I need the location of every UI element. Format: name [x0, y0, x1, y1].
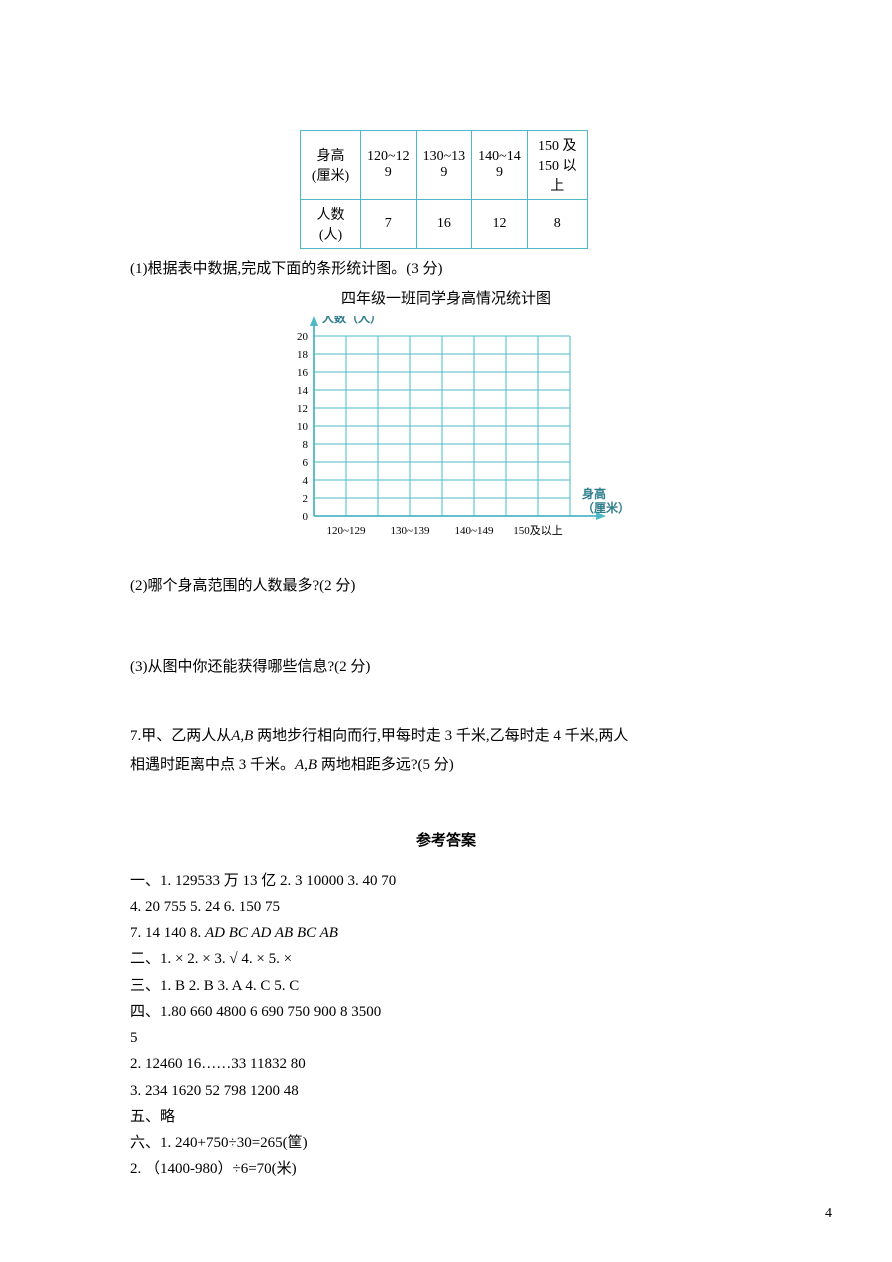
- svg-text:150及以上: 150及以上: [513, 524, 563, 537]
- answer-line: 3. 234 1620 52 798 1200 48: [130, 1078, 762, 1104]
- svg-text:20: 20: [297, 331, 309, 343]
- svg-text:18: 18: [297, 349, 309, 361]
- table-cell: 12: [472, 200, 528, 249]
- svg-text:16: 16: [297, 367, 309, 379]
- question-7-cont: 相遇时距离中点 3 千米。A,B 两地相距多远?(5 分): [130, 753, 762, 779]
- svg-text:140~149: 140~149: [455, 525, 494, 537]
- table-cell: 130~139: [416, 131, 472, 200]
- svg-text:130~139: 130~139: [391, 525, 430, 537]
- question-1: (1)根据表中数据,完成下面的条形统计图。(3 分): [130, 257, 762, 283]
- height-data-table: 身高(厘米) 120~129 130~139 140~149 150 及150 …: [300, 130, 588, 249]
- question-2: (2)哪个身高范围的人数最多?(2 分): [130, 574, 762, 600]
- answer-line: 四、1.80 660 4800 6 690 750 900 8 3500: [130, 999, 762, 1025]
- svg-text:120~129: 120~129: [327, 525, 366, 537]
- table-header-height: 身高(厘米): [301, 131, 361, 200]
- question-3: (3)从图中你还能获得哪些信息?(2 分): [130, 655, 762, 681]
- answer-line: 2. 12460 16……33 11832 80: [130, 1051, 762, 1077]
- answer-line: 4. 20 755 5. 24 6. 150 75: [130, 894, 762, 920]
- table-cell: 150 及150 以上: [527, 131, 587, 200]
- answer-line: 一、1. 129533 万 13 亿 2. 3 10000 3. 40 70: [130, 868, 762, 894]
- answer-line: 五、略: [130, 1104, 762, 1130]
- answer-line: 三、1. B 2. B 3. A 4. C 5. C: [130, 973, 762, 999]
- page-number: 4: [825, 1206, 832, 1222]
- svg-text:14: 14: [297, 385, 309, 397]
- svg-text:12: 12: [297, 403, 308, 415]
- table-cell: 8: [527, 200, 587, 249]
- svg-text:8: 8: [303, 439, 309, 451]
- answer-line: 六、1. 240+750÷30=265(筐): [130, 1130, 762, 1156]
- answer-line: 7. 14 140 8. AD BC AD AB BC AB: [130, 920, 762, 946]
- svg-text:身高: 身高: [582, 486, 606, 501]
- answers-heading: 参考答案: [130, 829, 762, 850]
- table-header-count: 人数(人): [301, 200, 361, 249]
- bar-chart-grid: 0 2 4 6 8 10 12 14 16 18 20 人数（人） 120~129 130~139 140~…: [266, 316, 626, 556]
- svg-text:（厘米）: （厘米）: [582, 500, 626, 515]
- svg-text:人数（人）: 人数（人）: [322, 316, 382, 325]
- table-cell: 16: [416, 200, 472, 249]
- answer-line: 2. （1400-980）÷6=70(米): [130, 1156, 762, 1182]
- table-cell: 120~129: [361, 131, 417, 200]
- svg-text:6: 6: [303, 457, 309, 469]
- svg-text:4: 4: [303, 475, 309, 487]
- svg-text:10: 10: [297, 421, 309, 433]
- question-7: 7.甲、乙两人从A,B 两地步行相向而行,甲每时走 3 千米,乙每时走 4 千米…: [130, 724, 762, 750]
- svg-text:0: 0: [303, 511, 309, 523]
- chart-title: 四年级一班同学身高情况统计图: [130, 287, 762, 308]
- answer-line: 5: [130, 1025, 762, 1051]
- answer-line: 二、1. × 2. × 3. √ 4. × 5. ×: [130, 946, 762, 972]
- table-cell: 7: [361, 200, 417, 249]
- table-cell: 140~149: [472, 131, 528, 200]
- svg-text:2: 2: [303, 493, 309, 505]
